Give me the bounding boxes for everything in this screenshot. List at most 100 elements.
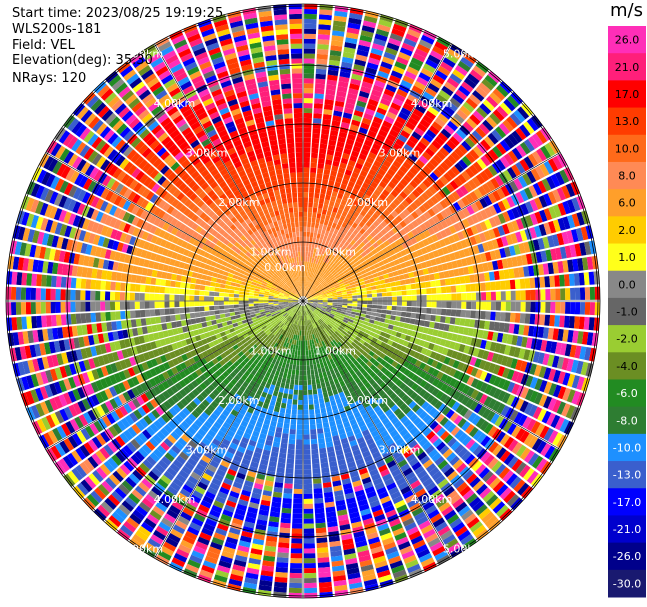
ray-gate [400,79,413,89]
ray-gate [303,172,310,178]
ray-gate [374,316,381,322]
ray-gate [469,274,476,283]
ray-gate [299,370,303,376]
ray-gate [286,358,291,364]
ray-gate [340,232,346,239]
ray-gate [308,242,313,248]
ray-gate [364,10,379,19]
ray-gate [436,301,442,308]
ray-gate [555,288,561,300]
ray-gate [300,340,303,346]
ray-gate [283,388,289,394]
ray-gate [304,43,316,49]
ray-gate [369,125,379,134]
ray-gate [311,142,319,149]
ray-gate [574,287,581,300]
ray-gate [342,152,350,160]
ray-gate [303,365,307,371]
ray-gate [305,281,307,287]
ray-gate [391,124,402,134]
ray-gate [325,252,330,258]
ray-gate [390,281,396,287]
ray-gate [387,296,393,301]
ray-gate [398,51,411,61]
ray-gate [312,389,318,395]
ray-gate [361,182,370,190]
ray-gate [333,20,346,27]
ray-gate [304,53,315,59]
ray-gate [404,317,411,324]
ray-gate [394,18,409,28]
ray-gate [540,289,546,300]
ray-gate [371,289,377,294]
ray-gate [303,127,312,133]
ray-gate [405,33,419,43]
ray-gate [303,207,308,212]
ray-gate [371,43,385,52]
ray-gate [376,309,382,314]
ray-gate [431,294,437,301]
ray-gate [315,512,325,519]
ray-gate [291,409,297,415]
ray-gate [293,394,298,400]
ray-gate [544,314,551,326]
ray-gate [342,303,348,306]
ray-gate [366,156,375,164]
ray-gate [307,379,312,385]
ray-gate [329,50,342,57]
ray-gate [304,330,307,336]
ray-gate [360,313,366,318]
ray-gate [305,286,307,292]
ray-gate [352,295,358,299]
ray-gate [427,54,441,65]
ray-gate [289,568,302,574]
ray-gate [418,39,433,50]
ray-gate [323,257,328,263]
ray-gate [390,147,400,156]
ray-gate [377,168,387,177]
ray-gate [349,83,360,91]
ray-gate [318,581,332,588]
ray-gate [342,305,348,308]
ray-gate [377,297,383,301]
ray-gate [303,142,311,148]
ray-gate [304,13,317,20]
ray-gate [322,245,327,252]
ray-gate [303,152,311,158]
ray-gate [284,418,291,424]
ray-gate [304,28,317,34]
ray-gate [294,349,298,356]
ray-gate [337,297,343,299]
ray-gate [411,85,424,95]
ray-gate [306,286,309,292]
ray-gate [284,483,293,489]
ray-gate [362,297,368,301]
ray-gate [471,301,477,310]
ray-gate [315,358,320,364]
ray-gate [287,453,295,460]
ray-gate [282,393,288,399]
ray-gate [309,283,313,289]
ray-gate [408,61,422,72]
ray-gate [318,442,326,449]
ray-gate [349,124,359,132]
ray-gate [328,231,333,238]
ray-gate [310,262,314,268]
ray-gate [328,139,337,146]
ray-gate [490,281,496,291]
ray-gate [358,153,367,161]
ray-gate [307,374,311,381]
ray-gate [277,417,284,424]
ray-gate [490,301,496,311]
ray-gate [324,230,330,237]
ray-gate [355,195,362,203]
ray-gate [303,162,310,168]
ray-gate [332,25,346,32]
ray-gate [303,444,311,450]
ray-gate [337,136,346,143]
ray-gate [368,152,377,160]
ray-gate [380,283,387,289]
ray-gate [303,523,314,529]
ray-gate [392,301,397,306]
ray-gate [318,14,332,21]
